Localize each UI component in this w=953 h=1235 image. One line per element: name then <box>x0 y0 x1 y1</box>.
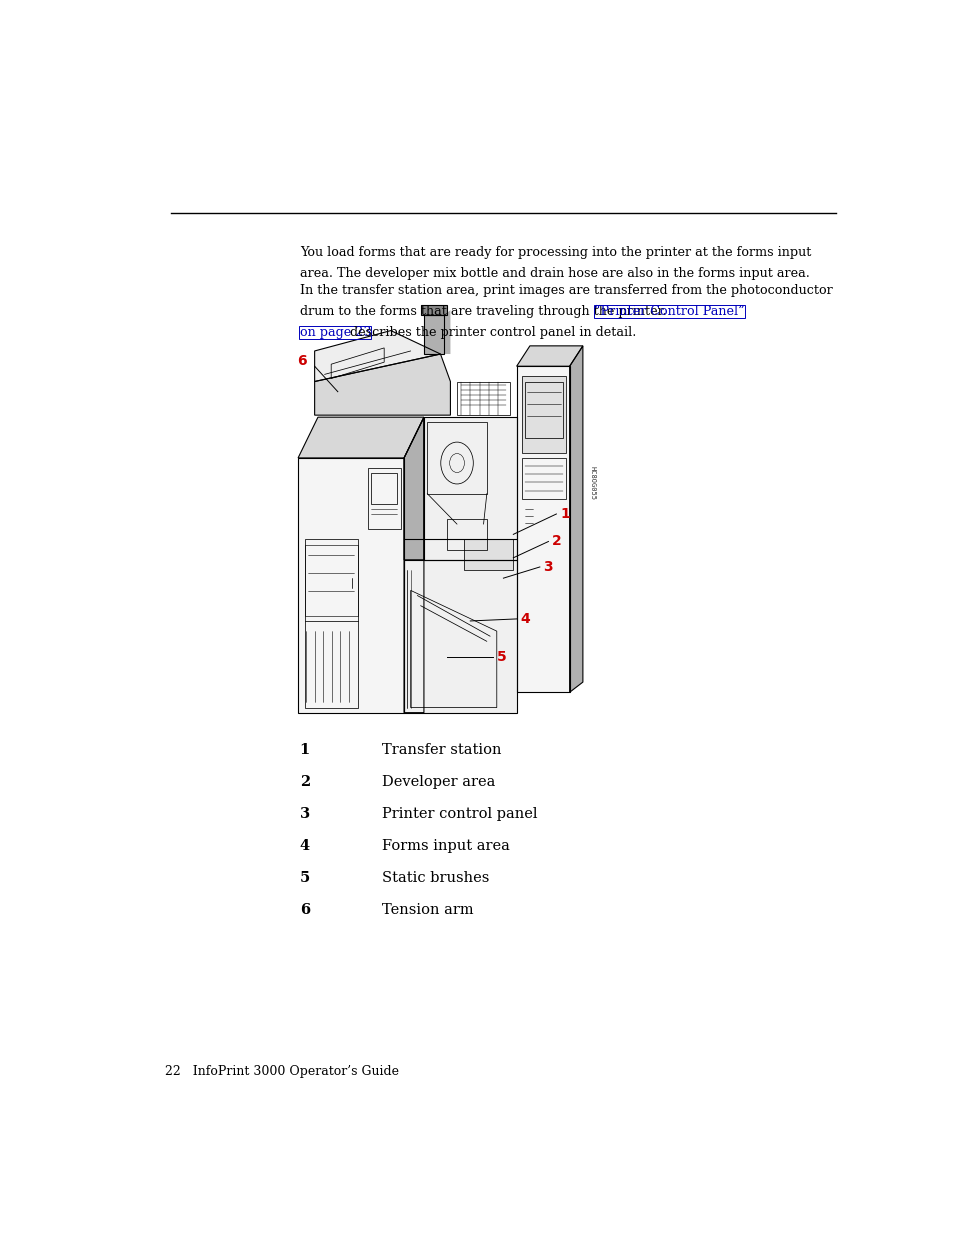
Text: 5: 5 <box>497 650 506 663</box>
Text: Static brushes: Static brushes <box>381 871 489 885</box>
Text: Printer control panel: Printer control panel <box>381 808 537 821</box>
Polygon shape <box>297 417 423 458</box>
Text: Tension arm: Tension arm <box>381 903 473 916</box>
Text: 3: 3 <box>543 559 553 574</box>
Text: 4: 4 <box>519 611 530 626</box>
Polygon shape <box>423 417 517 559</box>
Text: 3: 3 <box>299 808 310 821</box>
Text: 1: 1 <box>299 743 310 757</box>
Polygon shape <box>314 331 440 382</box>
Text: 22   InfoPrint 3000 Operator’s Guide: 22 InfoPrint 3000 Operator’s Guide <box>165 1066 398 1078</box>
Text: drum to the forms that are traveling through the printer.: drum to the forms that are traveling thr… <box>299 305 669 319</box>
Text: 1: 1 <box>559 508 569 521</box>
Polygon shape <box>521 377 566 453</box>
Polygon shape <box>420 305 447 315</box>
Text: 4: 4 <box>299 839 310 853</box>
Polygon shape <box>297 458 404 713</box>
Text: Forms input area: Forms input area <box>381 839 509 853</box>
Polygon shape <box>569 346 582 693</box>
Text: Developer area: Developer area <box>381 776 495 789</box>
Polygon shape <box>314 354 450 415</box>
Text: on page 23: on page 23 <box>299 326 371 340</box>
Text: HC8OG055: HC8OG055 <box>589 467 596 500</box>
Polygon shape <box>443 310 450 354</box>
Polygon shape <box>404 417 423 713</box>
Polygon shape <box>423 315 443 354</box>
Text: 5: 5 <box>299 871 310 885</box>
Text: “Printer Control Panel”: “Printer Control Panel” <box>594 305 743 319</box>
Polygon shape <box>404 559 517 713</box>
Polygon shape <box>517 367 569 693</box>
Text: You load forms that are ready for processing into the printer at the forms input: You load forms that are ready for proces… <box>299 246 810 259</box>
Text: In the transfer station area, print images are transferred from the photoconduct: In the transfer station area, print imag… <box>299 284 832 298</box>
Text: Transfer station: Transfer station <box>381 743 500 757</box>
Text: 6: 6 <box>297 354 307 368</box>
Polygon shape <box>463 540 513 571</box>
Text: 2: 2 <box>299 776 310 789</box>
Polygon shape <box>404 417 423 559</box>
Text: area. The developer mix bottle and drain hose are also in the forms input area.: area. The developer mix bottle and drain… <box>299 267 809 280</box>
Text: 6: 6 <box>299 903 310 916</box>
Polygon shape <box>517 346 582 367</box>
Text: 2: 2 <box>552 535 561 548</box>
Text: describes the printer control panel in detail.: describes the printer control panel in d… <box>346 326 636 340</box>
